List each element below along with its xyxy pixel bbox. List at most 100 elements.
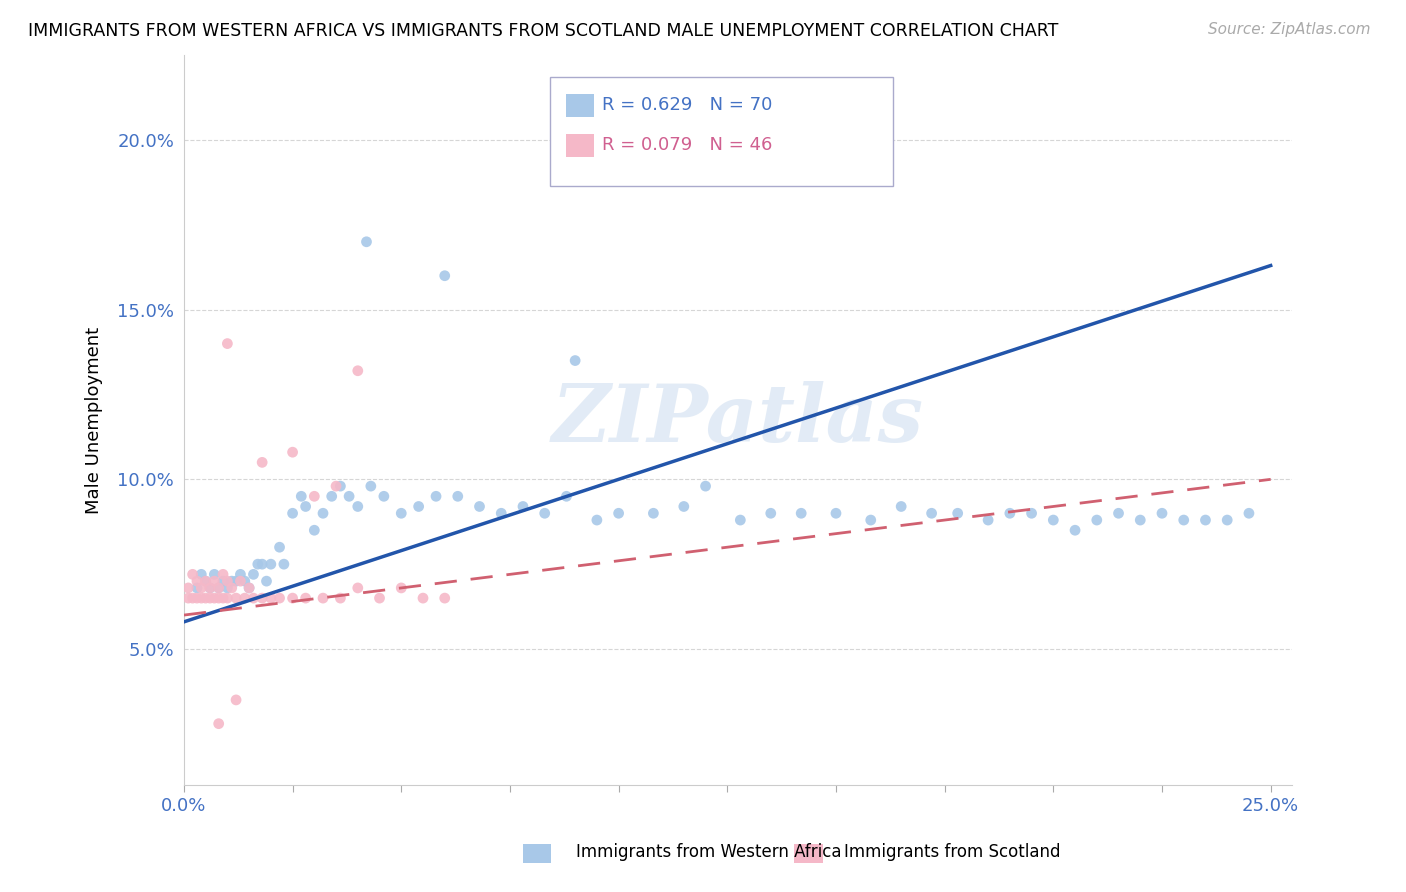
Point xyxy=(186,591,208,606)
Point xyxy=(946,506,969,520)
Point xyxy=(304,523,326,537)
Point xyxy=(194,574,217,589)
Point xyxy=(208,716,231,731)
Point xyxy=(433,591,456,606)
Point xyxy=(564,353,586,368)
Point xyxy=(208,591,231,606)
Point xyxy=(859,513,882,527)
Point xyxy=(1173,513,1195,527)
Point xyxy=(329,479,352,493)
Point xyxy=(325,479,347,493)
Point xyxy=(238,581,260,595)
Point xyxy=(256,574,278,589)
Text: Immigrants from Scotland: Immigrants from Scotland xyxy=(844,843,1060,861)
Point xyxy=(242,591,264,606)
Point xyxy=(294,500,316,514)
Point xyxy=(273,557,295,571)
Point xyxy=(269,540,291,554)
Point xyxy=(217,336,239,351)
Point xyxy=(202,567,225,582)
Point xyxy=(1129,513,1152,527)
Point xyxy=(198,581,221,595)
Point xyxy=(208,581,231,595)
Point xyxy=(190,567,212,582)
Point xyxy=(373,489,395,503)
Point xyxy=(337,489,360,503)
FancyBboxPatch shape xyxy=(550,77,893,186)
Point xyxy=(586,513,609,527)
Text: IMMIGRANTS FROM WESTERN AFRICA VS IMMIGRANTS FROM SCOTLAND MALE UNEMPLOYMENT COR: IMMIGRANTS FROM WESTERN AFRICA VS IMMIGR… xyxy=(28,22,1059,40)
Point xyxy=(533,506,555,520)
Point xyxy=(977,513,1000,527)
Point xyxy=(202,591,225,606)
Point xyxy=(221,574,243,589)
Point xyxy=(250,591,273,606)
Text: Immigrants from Western Africa: Immigrants from Western Africa xyxy=(576,843,842,861)
Point xyxy=(225,693,247,707)
Point xyxy=(194,591,217,606)
Point xyxy=(408,500,430,514)
Point xyxy=(1150,506,1173,520)
Point xyxy=(346,364,368,378)
Point xyxy=(290,489,312,503)
Point xyxy=(433,268,456,283)
Point xyxy=(1237,506,1260,520)
Y-axis label: Male Unemployment: Male Unemployment xyxy=(86,326,103,514)
Point xyxy=(368,591,391,606)
Point xyxy=(304,489,326,503)
Point xyxy=(202,574,225,589)
Point xyxy=(730,513,752,527)
Point xyxy=(868,105,890,120)
Point xyxy=(1085,513,1108,527)
Point xyxy=(181,567,204,582)
Point xyxy=(238,581,260,595)
Point xyxy=(1216,513,1239,527)
Point xyxy=(389,581,412,595)
Point xyxy=(212,574,235,589)
Point xyxy=(425,489,447,503)
Point xyxy=(229,567,252,582)
Point xyxy=(759,506,782,520)
Point xyxy=(1064,523,1087,537)
Point xyxy=(217,574,239,589)
Point xyxy=(198,581,221,595)
Point xyxy=(447,489,470,503)
Point xyxy=(177,581,200,595)
Point xyxy=(233,574,256,589)
Point xyxy=(346,500,368,514)
Point xyxy=(312,591,335,606)
Point xyxy=(281,445,304,459)
FancyBboxPatch shape xyxy=(567,94,595,117)
Point xyxy=(250,455,273,469)
Point xyxy=(321,489,343,503)
Point xyxy=(221,581,243,595)
Point xyxy=(260,591,283,606)
Point xyxy=(250,557,273,571)
Point xyxy=(217,591,239,606)
Point xyxy=(198,591,221,606)
Point xyxy=(329,591,352,606)
Point xyxy=(225,574,247,589)
Point xyxy=(186,574,208,589)
Point xyxy=(643,506,665,520)
Point xyxy=(825,506,848,520)
Point xyxy=(468,500,491,514)
Point xyxy=(294,591,316,606)
Point xyxy=(212,591,235,606)
Point xyxy=(1021,506,1043,520)
Point xyxy=(212,567,235,582)
Point xyxy=(225,591,247,606)
Point xyxy=(890,500,912,514)
Point xyxy=(1108,506,1130,520)
Point xyxy=(356,235,378,249)
Point xyxy=(208,581,231,595)
Point xyxy=(921,506,943,520)
Text: Source: ZipAtlas.com: Source: ZipAtlas.com xyxy=(1208,22,1371,37)
Point xyxy=(412,591,434,606)
Point xyxy=(998,506,1021,520)
Point xyxy=(269,591,291,606)
Point xyxy=(186,581,208,595)
Point xyxy=(190,591,212,606)
Point xyxy=(177,591,200,606)
Point xyxy=(233,591,256,606)
